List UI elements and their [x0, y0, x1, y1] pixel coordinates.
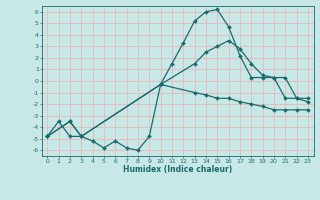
X-axis label: Humidex (Indice chaleur): Humidex (Indice chaleur): [123, 165, 232, 174]
